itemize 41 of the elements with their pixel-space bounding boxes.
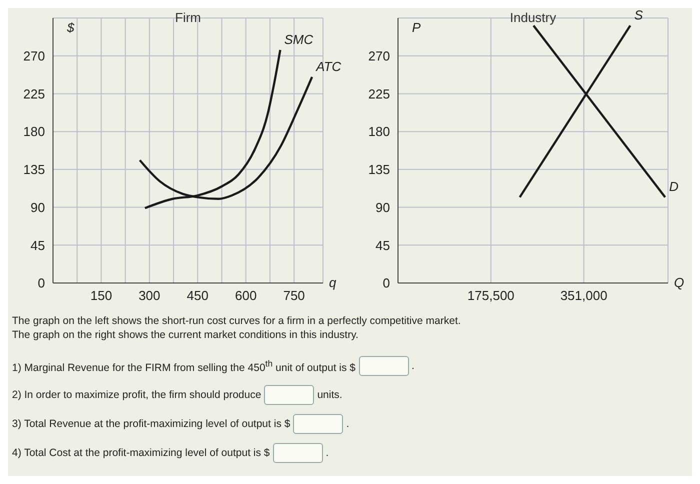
text: 2) In order to maximize profit, the firm should produce [12, 389, 262, 401]
x-axis-title: Q [674, 275, 684, 290]
y-tick-label: 225 [23, 86, 45, 102]
x-tick-label: 450 [186, 288, 208, 304]
series-label: S [634, 8, 644, 23]
y-axis-title: P [412, 20, 421, 35]
text: . [412, 360, 414, 372]
y-tick-label: 90 [30, 200, 45, 215]
y-tick-label: 225 [368, 86, 390, 102]
text: . [346, 418, 350, 430]
series-label: D [669, 179, 679, 194]
text: 4) Total Cost at the profit-maximizing level of output is $ [12, 447, 270, 459]
series-label: ATC [315, 58, 342, 74]
text: The graph on the right shows the current market conditions in this industry. [12, 329, 358, 341]
x-tick-label: 175,500 [467, 288, 514, 304]
x-tick-label: 150 [90, 288, 112, 304]
text: units. [317, 389, 342, 401]
text: 1) Marginal Revenue for the FIRM from selling the 450$^{th}$ unit of output is $ [12, 358, 356, 374]
y-axis-title: $ [66, 20, 75, 35]
y-tick-label: 0 [38, 276, 45, 291]
x-axis-title: q [329, 275, 337, 290]
x-tick-label: 750 [283, 288, 305, 304]
text: 3) Total Revenue at the profit-maximizing level of output is $ [12, 418, 290, 430]
y-tick-label: 180 [23, 124, 45, 140]
x-tick-label: 600 [235, 288, 257, 304]
y-tick-label: 180 [368, 124, 390, 140]
y-tick-label: 45 [376, 238, 390, 253]
x-tick-label: 300 [138, 288, 160, 304]
y-tick-label: 270 [368, 48, 390, 64]
y-tick-label: 135 [23, 162, 45, 178]
y-tick-label: 0 [382, 276, 390, 291]
series-label: SMC [284, 32, 314, 47]
y-tick-label: 90 [376, 200, 390, 215]
text: . [326, 447, 329, 459]
y-tick-label: 45 [30, 238, 45, 253]
chart-title: Industry [510, 10, 556, 25]
text: The graph on the left shows the short-run cost curves for a firm in a perfectly competitive market. [12, 315, 461, 327]
y-tick-label: 135 [368, 162, 390, 178]
y-tick-label: 270 [23, 48, 45, 64]
x-tick-label: 351,000 [560, 288, 608, 304]
chart-title: Firm [175, 10, 201, 25]
